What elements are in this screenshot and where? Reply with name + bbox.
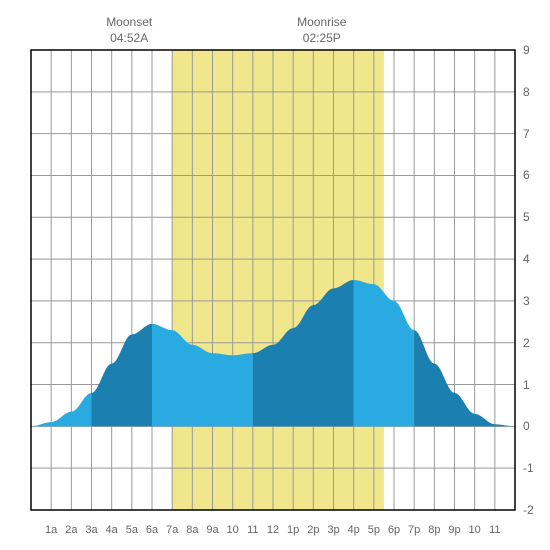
y-tick-label: 5 bbox=[523, 210, 530, 224]
moon-event-title: Moonrise bbox=[297, 15, 346, 31]
x-tick-label: 7p bbox=[408, 524, 420, 536]
moon-event-title: Moonset bbox=[106, 15, 152, 31]
x-tick-label: 1p bbox=[287, 524, 299, 536]
x-tick-label: 11 bbox=[247, 524, 258, 536]
x-tick-label: 10 bbox=[469, 524, 481, 536]
x-tick-label: 2a bbox=[65, 524, 77, 536]
y-tick-label: -1 bbox=[523, 461, 534, 475]
y-tick-label: -2 bbox=[523, 503, 534, 517]
moon-event-label: Moonset04:52A bbox=[106, 15, 152, 46]
x-tick-label: 6a bbox=[146, 524, 158, 536]
tide-chart: Moonset04:52AMoonrise02:25P-2-1012345678… bbox=[0, 0, 550, 550]
chart-svg bbox=[0, 0, 550, 550]
x-tick-label: 2p bbox=[307, 524, 319, 536]
x-tick-label: 8a bbox=[186, 524, 198, 536]
x-tick-label: 12 bbox=[267, 524, 279, 536]
y-tick-label: 7 bbox=[523, 127, 530, 141]
x-tick-label: 7a bbox=[166, 524, 178, 536]
x-tick-label: 1a bbox=[45, 524, 57, 536]
x-tick-label: 9a bbox=[206, 524, 218, 536]
y-tick-label: 9 bbox=[523, 43, 530, 57]
y-tick-label: 8 bbox=[523, 85, 530, 99]
moon-event-label: Moonrise02:25P bbox=[297, 15, 346, 46]
x-tick-label: 6p bbox=[388, 524, 400, 536]
moon-event-time: 02:25P bbox=[297, 31, 346, 47]
x-tick-label: 4p bbox=[348, 524, 360, 536]
x-tick-label: 11 bbox=[489, 524, 500, 536]
y-tick-label: 4 bbox=[523, 252, 530, 266]
x-tick-label: 9p bbox=[448, 524, 460, 536]
y-tick-label: 1 bbox=[523, 378, 530, 392]
moon-event-time: 04:52A bbox=[106, 31, 152, 47]
x-tick-label: 10 bbox=[227, 524, 239, 536]
x-tick-label: 5a bbox=[126, 524, 138, 536]
y-tick-label: 6 bbox=[523, 168, 530, 182]
y-tick-label: 3 bbox=[523, 294, 530, 308]
x-tick-label: 8p bbox=[428, 524, 440, 536]
x-tick-label: 3p bbox=[327, 524, 339, 536]
x-tick-label: 4a bbox=[106, 524, 118, 536]
x-tick-label: 5p bbox=[368, 524, 380, 536]
x-tick-label: 3a bbox=[85, 524, 97, 536]
y-tick-label: 2 bbox=[523, 336, 530, 350]
y-tick-label: 0 bbox=[523, 419, 530, 433]
daylight-band bbox=[172, 50, 384, 510]
